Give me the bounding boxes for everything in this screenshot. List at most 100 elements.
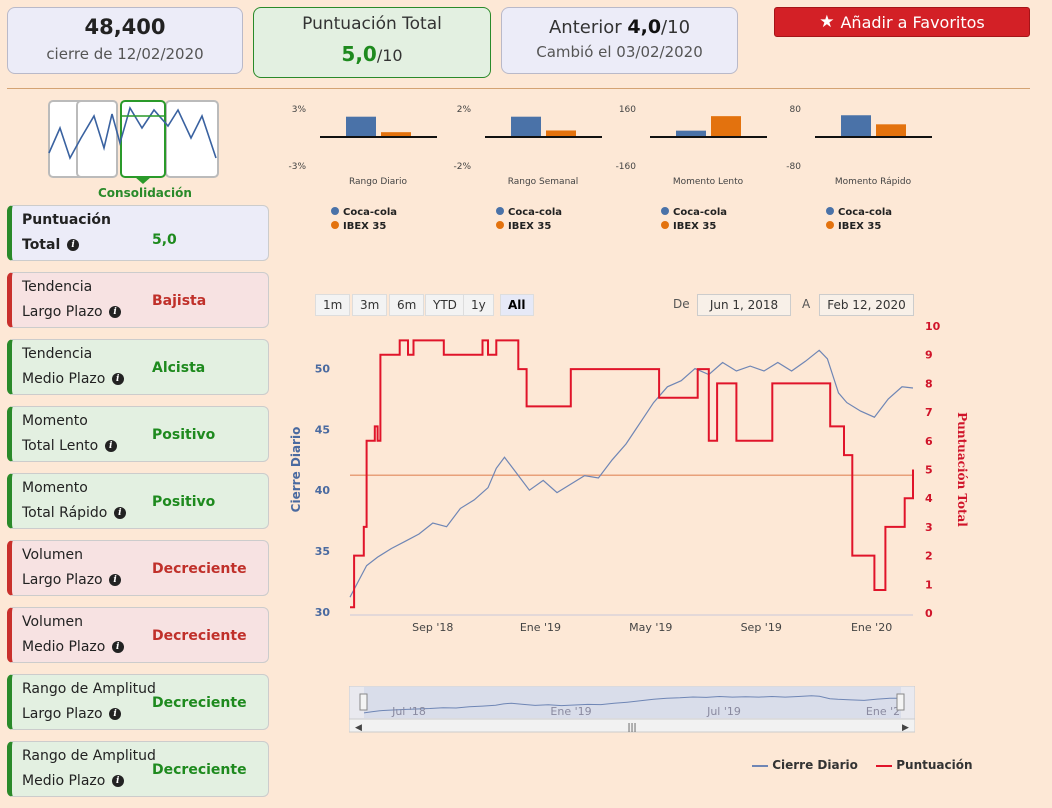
price-date: cierre de 12/02/2020 [46,45,204,63]
y-left-label: Cierre Diario [289,427,303,513]
scrollbar-track [349,718,915,733]
range-button-1m[interactable]: 1m [315,294,351,316]
previous-score-card: Anterior 4,0/10 Cambió el 03/02/2020 [501,7,738,74]
mini-bar-charts: 3% -3% Rango Diario Coca-cola IBEX 35 2% -2% Ra… [288,105,932,232]
y-right-tick: 10 [925,320,941,333]
mini-legend-label: IBEX 35 [838,221,881,232]
legend-cierre[interactable]: Cierre Diario [772,758,858,772]
mini-ytick-bottom: -80 [786,162,801,172]
range-button-6m[interactable]: 6m [389,294,425,316]
range-button-1y[interactable]: 1y [463,294,494,316]
mini-legend-label: Coca-cola [673,207,727,218]
card-line1: Puntuación [22,212,111,228]
card-line2: Total Rápido [22,505,108,521]
score-max: /10 [376,46,403,65]
legend-puntuacion[interactable]: Puntuación [896,758,973,772]
legend-puntuacion-line[interactable] [876,764,893,767]
x-tick: Sep '18 [412,621,453,634]
card-value: Decreciente [152,695,247,711]
y-right-tick: 8 [925,377,933,390]
card-line2: Medio Plazo [22,773,106,789]
card-line1: Tendencia [22,279,93,295]
card-line1: Rango de Amplitud [22,681,156,697]
legend-cierre-line[interactable] [752,764,768,767]
price-card: 48,400 cierre de 12/02/2020 [7,7,243,74]
card-rango-medio: Rango de Amplitud Medio Plazo i Decrecie… [7,741,269,797]
card-puntuacion-total: Puntuación Total i 5,0 [7,205,269,261]
previous-label: Anterior [548,17,622,38]
info-icon[interactable]: i [109,708,122,720]
card-line1: Volumen [22,614,83,630]
card-value: Positivo [152,427,216,443]
mini-bar [546,130,576,137]
info-icon[interactable]: i [104,440,117,452]
mini-ytick-top: 3% [292,105,307,115]
card-value: Alcista [152,360,206,376]
info-icon[interactable]: i [111,641,124,653]
mini-bar [876,124,906,137]
navigator-label: Jul '19 [706,705,741,718]
add-favorites-button[interactable]: ★ Añadir a Favoritos [774,7,1030,37]
date-from-input[interactable]: Jun 1, 2018 [697,294,791,316]
mini-ytick-top: 80 [790,105,802,115]
info-icon[interactable]: i [113,507,126,519]
y-left-tick: 35 [315,545,330,558]
navigator-label: Ene '19 [550,705,591,718]
card-value: Decreciente [152,628,247,644]
card-value: Decreciente [152,762,247,778]
info-icon[interactable]: i [109,574,122,586]
previous-max: /10 [661,17,691,38]
card-line1: Rango de Amplitud [22,748,156,764]
card-line1: Tendencia [22,346,93,362]
y-right-label: Puntuación Total [955,412,969,527]
mini-legend-marker [826,221,834,229]
range-button-3m[interactable]: 3m [352,294,388,316]
range-button-ytd[interactable]: YTD [425,294,465,316]
card-line1: Momento [22,480,88,496]
legend: Cierre Diario Puntuación [752,758,973,772]
series-cierre-diario [349,349,914,598]
info-icon[interactable]: i [111,775,124,787]
y-right-tick: 7 [925,406,933,419]
date-to-label: A [802,297,811,311]
info-icon[interactable]: i [109,306,122,318]
mini-legend-label: IBEX 35 [508,221,551,232]
y-right-tick: 3 [925,521,933,534]
date-to-input[interactable]: Feb 12, 2020 [819,294,914,316]
mini-xlabel: Momento Rápido [835,177,912,187]
scroll-left-icon: ◀ [355,723,362,733]
mini-legend-marker [496,207,504,215]
mini-bar [711,116,741,137]
score-title: Puntuación Total [302,14,442,34]
mini-legend-marker [331,207,339,215]
y-left-tick: 30 [315,606,331,619]
card-line1: Volumen [22,547,83,563]
navigator-label: Jul '18 [391,705,426,718]
star-icon: ★ [819,12,835,32]
range-button-all[interactable]: All [500,294,534,316]
info-icon[interactable]: i [67,239,80,251]
mini-legend-marker [496,221,504,229]
mini-xlabel: Rango Semanal [508,177,579,187]
x-tick: Sep '19 [741,621,782,634]
mini-xlabel: Momento Lento [673,177,744,187]
card-momento-rapido: Momento Total Rápido i Positivo [7,473,269,529]
mini-legend-marker [661,221,669,229]
y-left-tick: 45 [315,423,330,436]
card-line2: Largo Plazo [22,304,103,320]
card-value: Decreciente [152,561,247,577]
mini-bar [381,132,411,137]
info-icon[interactable]: i [111,373,124,385]
navigator-window [364,687,901,718]
mini-ytick-top: 2% [457,105,472,115]
mini-bar [346,116,376,137]
card-tendencia-medio: Tendencia Medio Plazo i Alcista [7,339,269,395]
mini-ytick-bottom: -160 [616,162,637,172]
navigator-label: Ene '2 [866,705,900,718]
card-line2: Medio Plazo [22,639,106,655]
price-value: 48,400 [84,15,166,39]
mini-ytick-bottom: -2% [453,162,471,172]
mini-legend-label: IBEX 35 [673,221,716,232]
navigator[interactable]: Jul '18 Ene '19 Jul '19 Ene '2 ◀ ▶ ||| [349,686,915,734]
